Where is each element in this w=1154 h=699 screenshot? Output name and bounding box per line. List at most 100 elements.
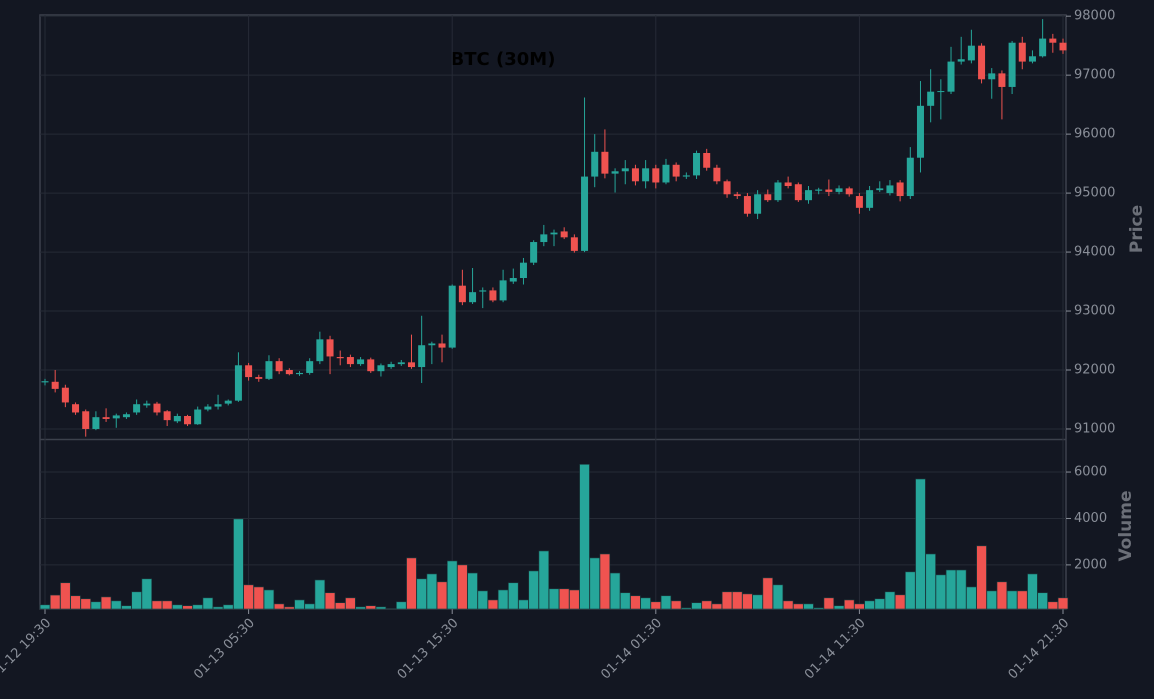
candle-body bbox=[489, 290, 497, 301]
candle-body bbox=[581, 176, 589, 251]
candle-body bbox=[82, 411, 90, 429]
volume-bar bbox=[365, 605, 376, 610]
candle-body bbox=[866, 190, 874, 208]
volume-bar bbox=[854, 603, 865, 610]
volume-bar bbox=[620, 592, 631, 610]
volume-bar bbox=[314, 579, 326, 610]
candle-body bbox=[784, 182, 792, 187]
y-tick-label: 98000 bbox=[1074, 9, 1115, 24]
candle-body bbox=[916, 105, 924, 158]
volume-bar bbox=[335, 602, 346, 610]
chart-title: BTC (30M) bbox=[451, 49, 556, 70]
volume-bar bbox=[80, 598, 91, 610]
candle-body bbox=[194, 409, 202, 425]
candle-body bbox=[845, 188, 853, 195]
candle-body bbox=[458, 285, 466, 303]
volume-bar bbox=[844, 599, 855, 610]
candle-body bbox=[509, 278, 517, 282]
candle-body bbox=[957, 59, 965, 62]
volume-bar bbox=[284, 606, 295, 610]
volume-bar bbox=[589, 557, 600, 610]
candle-body bbox=[652, 168, 660, 183]
volume-bar bbox=[955, 569, 967, 610]
volume-bar bbox=[324, 592, 336, 610]
volume-tick-label: 2000 bbox=[1074, 557, 1107, 572]
volume-bar bbox=[558, 588, 570, 610]
volume-axis-label: Volume bbox=[1116, 490, 1136, 561]
volume-bar bbox=[782, 600, 794, 610]
candle-body bbox=[204, 406, 212, 410]
candle-body bbox=[550, 232, 558, 235]
y-tick-label: 91000 bbox=[1074, 421, 1115, 436]
volume-bar bbox=[396, 601, 407, 610]
volume-bar bbox=[243, 584, 254, 610]
volume-bar bbox=[172, 604, 183, 610]
volume-bar bbox=[935, 574, 947, 610]
volume-bar bbox=[630, 595, 641, 610]
candle-body bbox=[469, 292, 477, 303]
volume-bar bbox=[732, 591, 743, 610]
volume-bar bbox=[39, 604, 51, 610]
volume-bar bbox=[640, 597, 651, 610]
candle-body bbox=[815, 189, 823, 191]
candle-body bbox=[377, 365, 385, 372]
volume-bar bbox=[151, 600, 163, 610]
plot-frame bbox=[39, 14, 1067, 610]
volume-bar bbox=[762, 577, 773, 610]
candle-body bbox=[947, 61, 955, 92]
volume-bar bbox=[1047, 601, 1059, 610]
volume-bar bbox=[70, 595, 81, 610]
candle-body bbox=[621, 168, 629, 172]
candle-body bbox=[133, 404, 141, 413]
candle-body bbox=[570, 237, 578, 251]
candle-body bbox=[835, 188, 843, 192]
candle-body bbox=[754, 194, 762, 214]
y-tick-label: 97000 bbox=[1074, 68, 1115, 83]
y-tick-label: 93000 bbox=[1074, 304, 1115, 319]
volume-bar bbox=[304, 603, 315, 610]
volume-bar bbox=[90, 601, 102, 610]
volume-bar bbox=[976, 545, 987, 610]
volume-bar bbox=[100, 596, 112, 610]
candle-body bbox=[886, 185, 894, 194]
candle-body bbox=[774, 182, 782, 201]
volume-bar bbox=[131, 591, 142, 610]
candle-body bbox=[438, 343, 446, 348]
candle-body bbox=[357, 359, 365, 365]
candle-body bbox=[1028, 56, 1036, 62]
volume-bar bbox=[966, 586, 977, 610]
volume-bar bbox=[894, 594, 906, 610]
candle-body bbox=[937, 91, 945, 93]
candle-body bbox=[184, 416, 192, 425]
y-tick-label: 94000 bbox=[1074, 245, 1115, 260]
volume-bar bbox=[1027, 573, 1038, 610]
candle-body bbox=[805, 190, 812, 201]
candle-body bbox=[418, 345, 426, 368]
volume-bar bbox=[823, 597, 835, 610]
candle-body bbox=[1059, 42, 1067, 51]
y-tick-label: 95000 bbox=[1074, 186, 1115, 201]
candle-body bbox=[1039, 38, 1047, 57]
volume-bar bbox=[945, 569, 957, 610]
candle-body bbox=[479, 290, 487, 292]
volume-bar bbox=[1017, 590, 1028, 610]
candle-body bbox=[255, 377, 263, 379]
candle-body bbox=[173, 416, 181, 422]
volume-bar bbox=[345, 597, 356, 610]
volume-bar bbox=[711, 603, 723, 610]
candle-body bbox=[265, 361, 273, 379]
candle-body bbox=[245, 365, 253, 378]
volume-bar bbox=[141, 578, 152, 610]
volume-bar bbox=[772, 584, 784, 610]
volume-bar bbox=[406, 557, 417, 610]
candle-body bbox=[143, 403, 151, 406]
volume-bar bbox=[833, 605, 845, 610]
candle-body bbox=[540, 234, 548, 243]
candle-body bbox=[1049, 38, 1057, 43]
volume-bar bbox=[457, 564, 468, 610]
candle-body bbox=[896, 182, 904, 197]
volume-bar bbox=[538, 550, 550, 610]
candle-body bbox=[275, 361, 283, 372]
volume-bar bbox=[569, 589, 580, 610]
volume-bar bbox=[436, 581, 448, 610]
